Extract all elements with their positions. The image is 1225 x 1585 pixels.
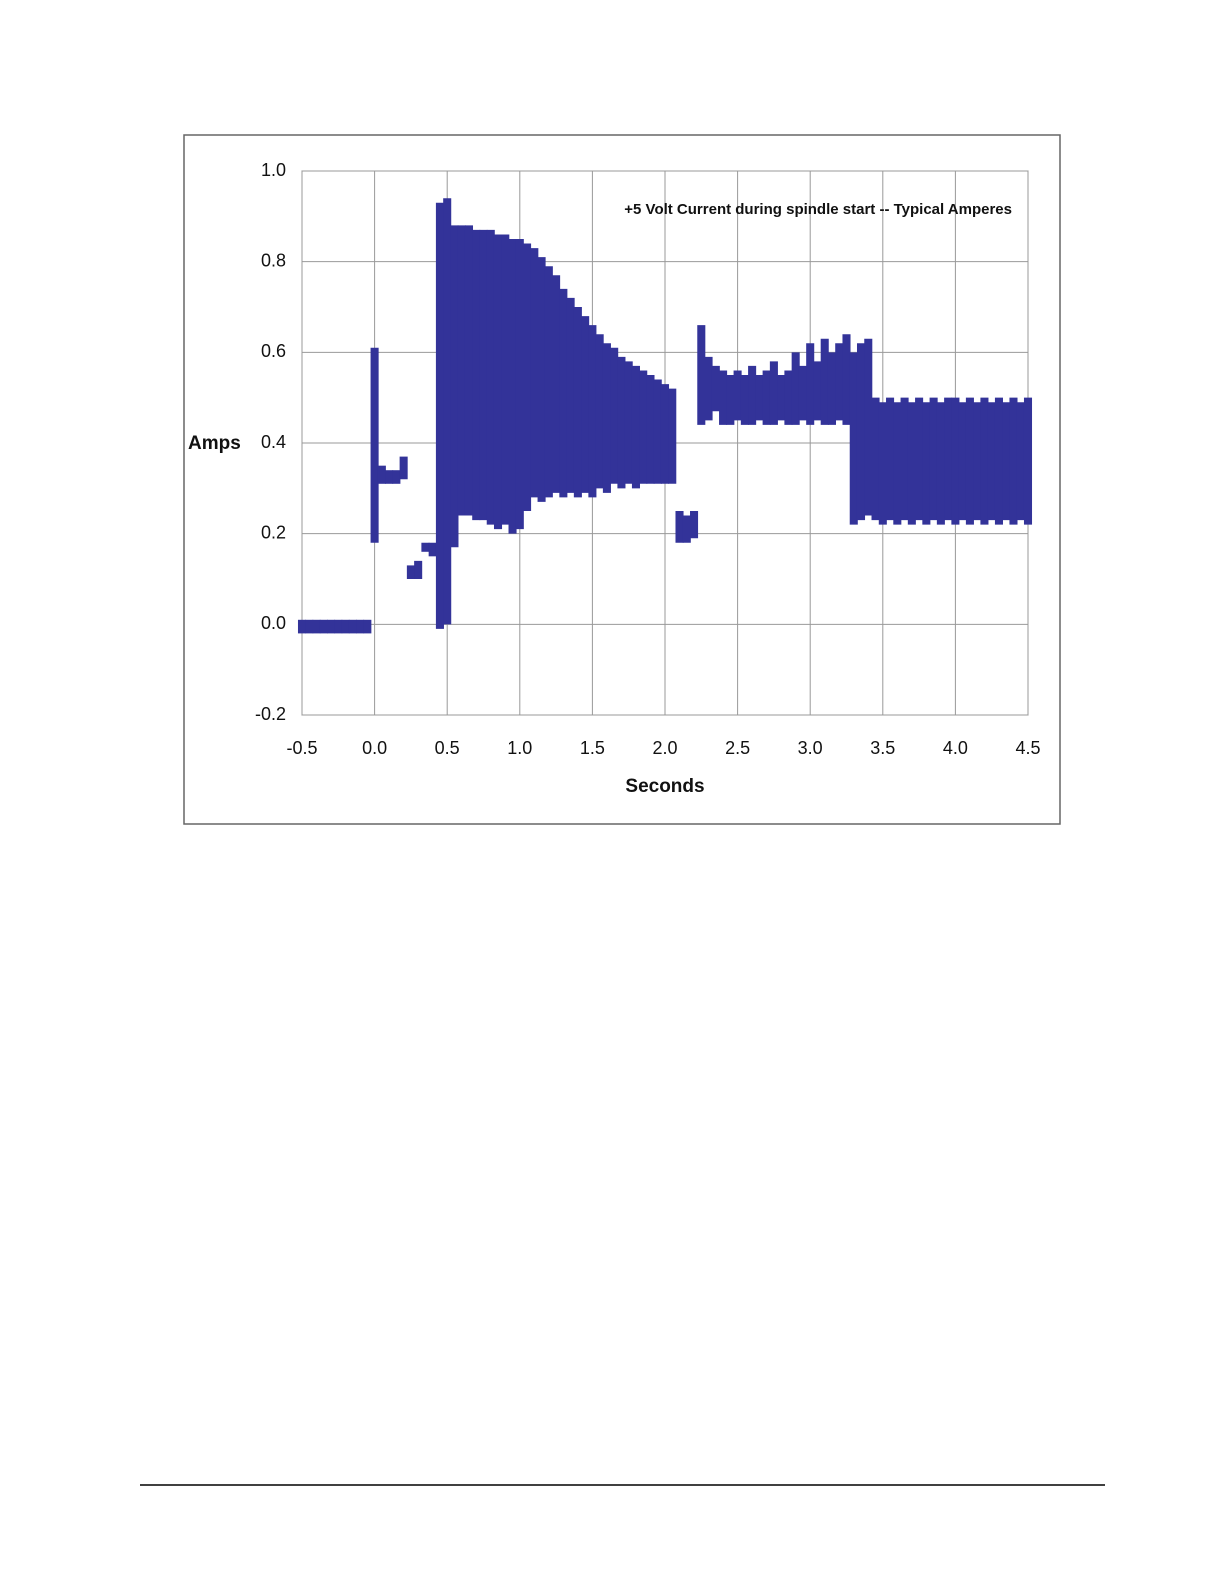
x-tick-label: 0.5 — [435, 738, 460, 758]
y-tick-label: -0.2 — [255, 704, 286, 724]
y-tick-label: 0.2 — [261, 522, 286, 542]
y-tick-label: 0.8 — [261, 250, 286, 270]
chart-title: +5 Volt Current during spindle start -- … — [624, 201, 1012, 218]
x-tick-label: 4.0 — [943, 738, 968, 758]
x-tick-label: -0.5 — [286, 738, 317, 758]
x-tick-label: 2.5 — [725, 738, 750, 758]
x-tick-label: 1.0 — [507, 738, 532, 758]
x-tick-label: 0.0 — [362, 738, 387, 758]
x-tick-label: 1.5 — [580, 738, 605, 758]
x-tick-label: 2.0 — [652, 738, 677, 758]
y-tick-label: 0.4 — [261, 432, 286, 452]
x-tick-label: 3.5 — [870, 738, 895, 758]
x-tick-label: 3.0 — [798, 738, 823, 758]
y-axis-label: Amps — [188, 433, 241, 454]
x-tick-label: 4.5 — [1015, 738, 1040, 758]
plot: -0.2 0.0 0.2 0.4 0.6 0.8 1.0 -0.5 0.0 0.5 1.0 1.5 2.… — [255, 160, 1041, 758]
y-tick-label: 0.6 — [261, 341, 286, 361]
y-tick-label: 1.0 — [261, 160, 286, 180]
y-tick-label: 0.0 — [261, 613, 286, 633]
x-axis-label: Seconds — [625, 776, 704, 797]
